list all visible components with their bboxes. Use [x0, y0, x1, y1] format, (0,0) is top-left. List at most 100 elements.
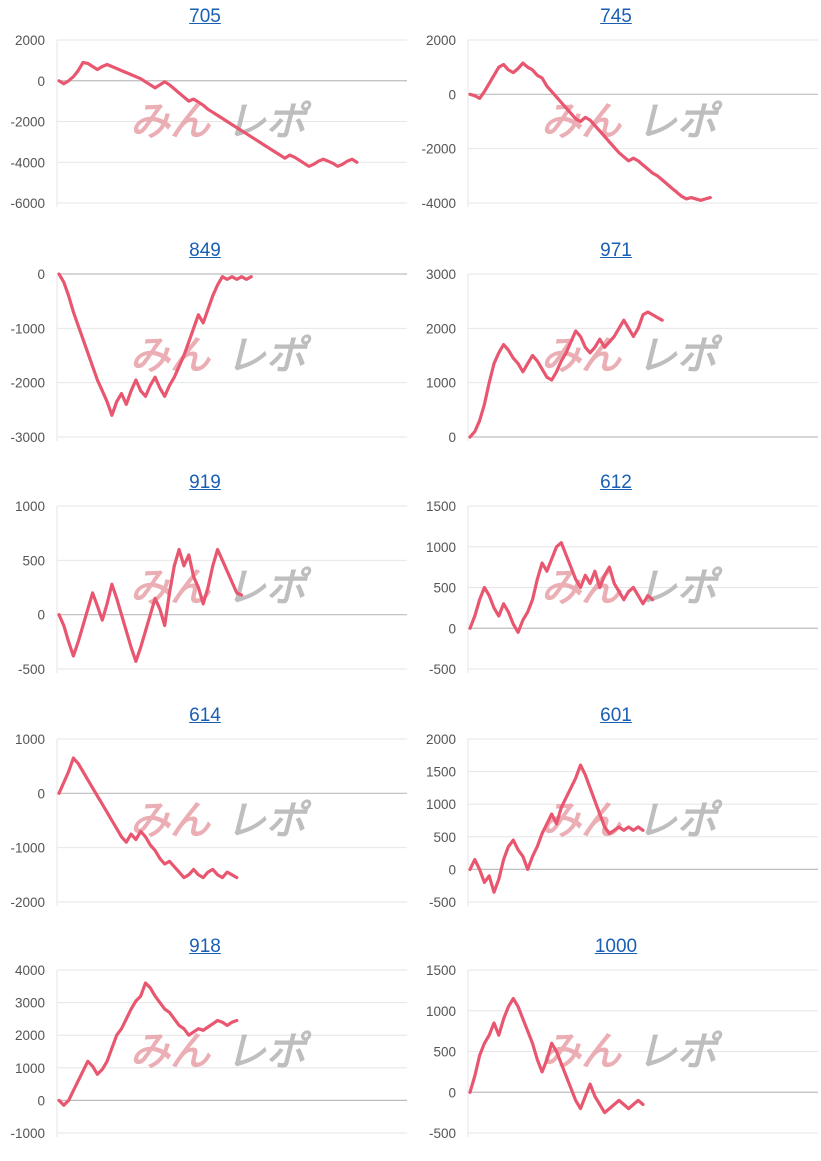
- series-line: [57, 981, 239, 1107]
- y-tick-label: 0: [448, 621, 456, 636]
- y-tick-label: 500: [433, 830, 456, 845]
- chart-panel: 745 2000 0 -2000 -4000 みん レポ: [411, 0, 821, 231]
- y-tick-label: 1000: [15, 499, 45, 514]
- series-line: [57, 272, 253, 417]
- chart-panel: 705 2000 0 -2000 -4000 -6000 みん レポ: [0, 0, 410, 231]
- chart-panel: 612 1500 1000 500 0 -500 みん レポ: [411, 466, 821, 697]
- series-line: [468, 61, 712, 202]
- y-tick-label: 0: [448, 1085, 456, 1100]
- y-tick-label: -2000: [10, 115, 45, 130]
- chart-panel: 971 3000 2000 1000 0 みん レポ: [411, 234, 821, 465]
- svg-text:レポ: レポ: [637, 333, 723, 379]
- svg-text:レポ: レポ: [226, 333, 312, 379]
- y-tick-label: -2000: [10, 376, 45, 391]
- watermark-logo: みん レポ: [541, 99, 723, 145]
- chart-panel: 614 1000 0 -1000 -2000 みん レポ: [0, 699, 410, 930]
- y-tick-label: -4000: [421, 196, 456, 211]
- y-tick-label: -3000: [10, 430, 45, 445]
- y-tick-label: 0: [37, 786, 45, 801]
- series-line: [468, 310, 664, 439]
- y-tick-label: 500: [22, 553, 45, 568]
- y-tick-label: -1000: [10, 1126, 45, 1141]
- y-tick-label: 2000: [15, 33, 45, 48]
- y-tick-label: 0: [37, 608, 45, 623]
- series-line: [57, 60, 359, 168]
- y-tick-label: 500: [433, 1045, 456, 1060]
- chart-title-link[interactable]: 745: [600, 6, 632, 27]
- svg-text:レポ: レポ: [226, 798, 312, 844]
- y-tick-label: 1000: [426, 1004, 456, 1019]
- series-line: [57, 547, 244, 663]
- series-line: [468, 763, 645, 894]
- y-tick-label: -2000: [421, 142, 456, 157]
- watermark-logo: みん レポ: [130, 1029, 312, 1075]
- chart-panel: 1000 1500 1000 500 0 -500 みん レポ: [411, 930, 821, 1161]
- series-line: [57, 756, 239, 880]
- svg-text:みん: みん: [541, 1029, 623, 1075]
- series-line: [468, 541, 655, 634]
- svg-text:レポ: レポ: [226, 1029, 312, 1075]
- y-tick-label: 3000: [426, 267, 456, 282]
- chart-title-link[interactable]: 1000: [594, 936, 638, 957]
- line-chart: 2000 1500 1000 500 0 -500 みん レポ: [426, 732, 818, 910]
- svg-text:レポ: レポ: [637, 798, 723, 844]
- svg-text:みん: みん: [130, 333, 212, 379]
- chart-title-link[interactable]: 849: [189, 240, 221, 261]
- y-tick-label: 1000: [15, 732, 45, 747]
- line-chart: 0 -1000 -2000 -3000 みん レポ: [10, 267, 407, 445]
- svg-text:レポ: レポ: [637, 565, 723, 611]
- svg-text:レポ: レポ: [226, 99, 312, 145]
- chart-title-link[interactable]: 601: [600, 705, 632, 726]
- y-tick-label: 1500: [426, 499, 456, 514]
- y-tick-label: 2000: [15, 1028, 45, 1043]
- svg-text:レポ: レポ: [637, 99, 723, 145]
- line-chart: 3000 2000 1000 0 みん レポ: [426, 267, 818, 445]
- series-line: [468, 996, 645, 1115]
- y-tick-label: 0: [37, 267, 45, 282]
- chart-title-link[interactable]: 971: [600, 240, 632, 261]
- line-chart: 2000 0 -2000 -4000 みん レポ: [421, 33, 818, 211]
- svg-text:みん: みん: [130, 99, 212, 145]
- chart-title-link[interactable]: 705: [189, 6, 221, 27]
- y-tick-label: 0: [37, 1093, 45, 1108]
- y-tick-label: 1500: [426, 765, 456, 780]
- y-tick-label: -2000: [10, 895, 45, 910]
- y-tick-label: 1000: [15, 1061, 45, 1076]
- y-tick-label: 500: [433, 581, 456, 596]
- y-tick-label: -500: [18, 662, 45, 677]
- chart-title-link[interactable]: 614: [189, 705, 221, 726]
- line-chart: 1000 0 -1000 -2000 みん レポ: [10, 732, 407, 910]
- svg-text:みん: みん: [130, 798, 212, 844]
- svg-text:レポ: レポ: [226, 565, 312, 611]
- watermark-logo: みん レポ: [541, 1029, 723, 1075]
- chart-panel: 849 0 -1000 -2000 -3000 みん レポ: [0, 234, 410, 465]
- y-tick-label: -500: [429, 662, 456, 677]
- line-chart: 2000 0 -2000 -4000 -6000 みん レポ: [10, 33, 407, 211]
- chart-title-link[interactable]: 612: [600, 472, 632, 493]
- y-tick-label: 0: [448, 862, 456, 877]
- watermark-logo: みん レポ: [130, 99, 312, 145]
- y-tick-label: 1000: [426, 797, 456, 812]
- y-tick-label: -4000: [10, 155, 45, 170]
- y-tick-label: -500: [429, 1126, 456, 1141]
- y-tick-label: -6000: [10, 196, 45, 211]
- watermark-logo: みん レポ: [541, 798, 723, 844]
- svg-text:みん: みん: [541, 798, 623, 844]
- y-tick-label: -500: [429, 895, 456, 910]
- svg-text:みん: みん: [130, 1029, 212, 1075]
- y-tick-label: 1000: [426, 376, 456, 391]
- chart-title-link[interactable]: 918: [189, 936, 221, 957]
- y-tick-label: 1500: [426, 963, 456, 978]
- y-tick-label: 2000: [426, 732, 456, 747]
- y-tick-label: 3000: [15, 996, 45, 1011]
- y-tick-label: -1000: [10, 321, 45, 336]
- y-tick-label: 4000: [15, 963, 45, 978]
- chart-title-link[interactable]: 919: [189, 472, 221, 493]
- y-tick-label: 0: [448, 430, 456, 445]
- chart-panel: 919 1000 500 0 -500 みん レポ: [0, 466, 410, 697]
- watermark-logo: みん レポ: [541, 333, 723, 379]
- chart-panel: 918 4000 3000 2000 1000 0 -1000 みん レポ: [0, 930, 410, 1161]
